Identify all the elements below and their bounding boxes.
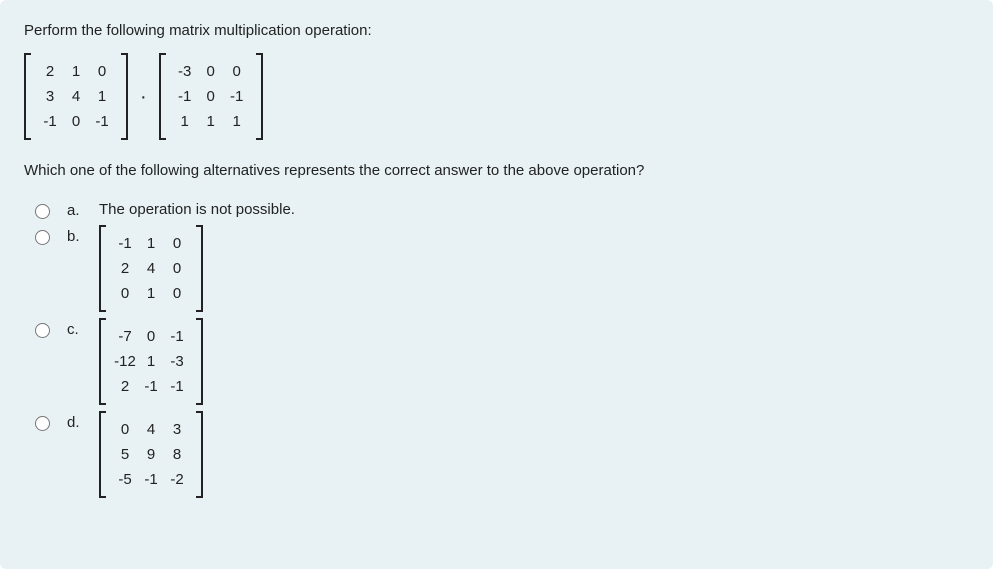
right-bracket (196, 318, 203, 405)
option-c-letter: c. (67, 320, 85, 338)
cell: 0 (89, 59, 115, 84)
cell: 0 (164, 256, 190, 281)
options-group: a. The operation is not possible. b. -1 … (30, 201, 969, 498)
right-bracket (256, 53, 263, 140)
option-d-matrix: 0 4 3 5 9 8 -5 -1 -2 (99, 411, 203, 498)
option-a-letter: a. (67, 201, 85, 219)
option-c: c. -7 0 -1 -12 1 -3 2 -1 -1 (30, 320, 969, 405)
cell: -12 (112, 349, 138, 374)
left-bracket (99, 318, 106, 405)
cell: -5 (112, 467, 138, 492)
cell: 3 (164, 417, 190, 442)
cell: 9 (138, 442, 164, 467)
cell: 1 (224, 109, 250, 134)
option-a-radio[interactable] (35, 204, 50, 219)
option-d-grid: 0 4 3 5 9 8 -5 -1 -2 (106, 411, 196, 498)
matrix-b-grid: -3 0 0 -1 0 -1 1 1 1 (166, 53, 256, 140)
multiply-dot: · (138, 87, 149, 107)
left-bracket (159, 53, 166, 140)
matrix-a-grid: 2 1 0 3 4 1 -1 0 -1 (31, 53, 121, 140)
option-d-radio[interactable] (35, 416, 50, 431)
cell: -1 (138, 374, 164, 399)
cell: 0 (112, 417, 138, 442)
prompt-text: Perform the following matrix multiplicat… (24, 22, 969, 39)
option-a-text: The operation is not possible. (99, 201, 295, 218)
cell: -1 (138, 467, 164, 492)
cell: 1 (138, 349, 164, 374)
option-b-radio[interactable] (35, 230, 50, 245)
option-b-grid: -1 1 0 2 4 0 0 1 0 (106, 225, 196, 312)
cell: 0 (63, 109, 89, 134)
cell: 0 (198, 59, 224, 84)
right-bracket (196, 225, 203, 312)
question-text: Which one of the following alternatives … (24, 162, 969, 179)
cell: -2 (164, 467, 190, 492)
cell: -1 (172, 84, 198, 109)
left-bracket (99, 411, 106, 498)
cell: 0 (138, 324, 164, 349)
cell: 0 (224, 59, 250, 84)
cell: 1 (138, 281, 164, 306)
option-a: a. The operation is not possible. (30, 201, 969, 219)
cell: -7 (112, 324, 138, 349)
cell: -1 (164, 374, 190, 399)
cell: 2 (112, 256, 138, 281)
cell: 1 (63, 59, 89, 84)
cell: 1 (172, 109, 198, 134)
cell: -3 (172, 59, 198, 84)
left-bracket (99, 225, 106, 312)
cell: -1 (112, 231, 138, 256)
cell: -1 (224, 84, 250, 109)
cell: 0 (112, 281, 138, 306)
option-b-letter: b. (67, 227, 85, 245)
right-bracket (196, 411, 203, 498)
option-c-radio[interactable] (35, 323, 50, 338)
left-bracket (24, 53, 31, 140)
option-c-matrix: -7 0 -1 -12 1 -3 2 -1 -1 (99, 318, 203, 405)
cell: 3 (37, 84, 63, 109)
cell: -1 (164, 324, 190, 349)
cell: 2 (112, 374, 138, 399)
matrix-expression: 2 1 0 3 4 1 -1 0 -1 · -3 0 0 -1 0 -1 (24, 53, 969, 140)
cell: 2 (37, 59, 63, 84)
cell: -3 (164, 349, 190, 374)
option-c-grid: -7 0 -1 -12 1 -3 2 -1 -1 (106, 318, 196, 405)
option-d-letter: d. (67, 413, 85, 431)
right-bracket (121, 53, 128, 140)
option-b-matrix: -1 1 0 2 4 0 0 1 0 (99, 225, 203, 312)
cell: 1 (138, 231, 164, 256)
cell: 1 (89, 84, 115, 109)
matrix-b: -3 0 0 -1 0 -1 1 1 1 (159, 53, 263, 140)
cell: 4 (63, 84, 89, 109)
option-b: b. -1 1 0 2 4 0 0 1 0 (30, 227, 969, 312)
option-d: d. 0 4 3 5 9 8 -5 -1 -2 (30, 413, 969, 498)
matrix-a: 2 1 0 3 4 1 -1 0 -1 (24, 53, 128, 140)
cell: 1 (198, 109, 224, 134)
cell: 0 (164, 231, 190, 256)
cell: 0 (164, 281, 190, 306)
cell: 5 (112, 442, 138, 467)
cell: 0 (198, 84, 224, 109)
cell: 4 (138, 256, 164, 281)
cell: -1 (37, 109, 63, 134)
cell: -1 (89, 109, 115, 134)
question-card: Perform the following matrix multiplicat… (0, 0, 993, 569)
cell: 8 (164, 442, 190, 467)
cell: 4 (138, 417, 164, 442)
